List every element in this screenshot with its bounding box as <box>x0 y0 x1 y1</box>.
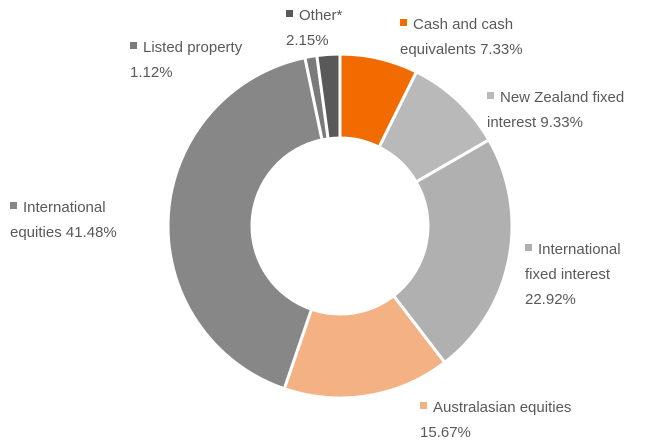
data-label: New Zealand fixed interest 9.33% <box>487 85 639 135</box>
data-label: Listed property 1.12% <box>130 35 272 85</box>
label-marker <box>10 202 17 209</box>
category-label: Other* <box>299 7 343 24</box>
data-label: Cash and cash equivalents 7.33% <box>400 12 572 62</box>
donut-segment <box>166 55 324 391</box>
category-label: Australasian equities <box>433 399 572 416</box>
category-label: International equities <box>10 199 106 241</box>
data-label: International equities 41.48% <box>10 195 120 245</box>
value-label: 15.67% <box>420 424 471 441</box>
category-label: Listed property <box>143 39 243 56</box>
data-label: Other* 2.15% <box>286 3 348 53</box>
value-label: 41.48% <box>65 224 117 241</box>
value-label: 1.12% <box>130 64 173 81</box>
value-label: 2.15% <box>286 32 329 49</box>
value-label: 7.33% <box>480 41 523 58</box>
data-label: Australasian equities 15.67% <box>420 395 600 445</box>
value-label: 22.92% <box>525 291 576 308</box>
label-marker <box>487 92 494 99</box>
label-marker <box>286 10 293 17</box>
category-label: New Zealand fixed interest <box>487 89 625 131</box>
donut-segment <box>315 52 342 141</box>
donut-segment <box>391 137 514 365</box>
label-marker <box>525 244 532 251</box>
category-label: Cash and cash equivalents <box>400 16 514 58</box>
label-marker <box>400 19 407 26</box>
label-marker <box>420 402 427 409</box>
category-label: International fixed interest <box>525 241 621 283</box>
label-marker <box>130 42 137 49</box>
value-label: 9.33% <box>540 114 583 131</box>
data-label: International fixed interest 22.92% <box>525 237 651 312</box>
